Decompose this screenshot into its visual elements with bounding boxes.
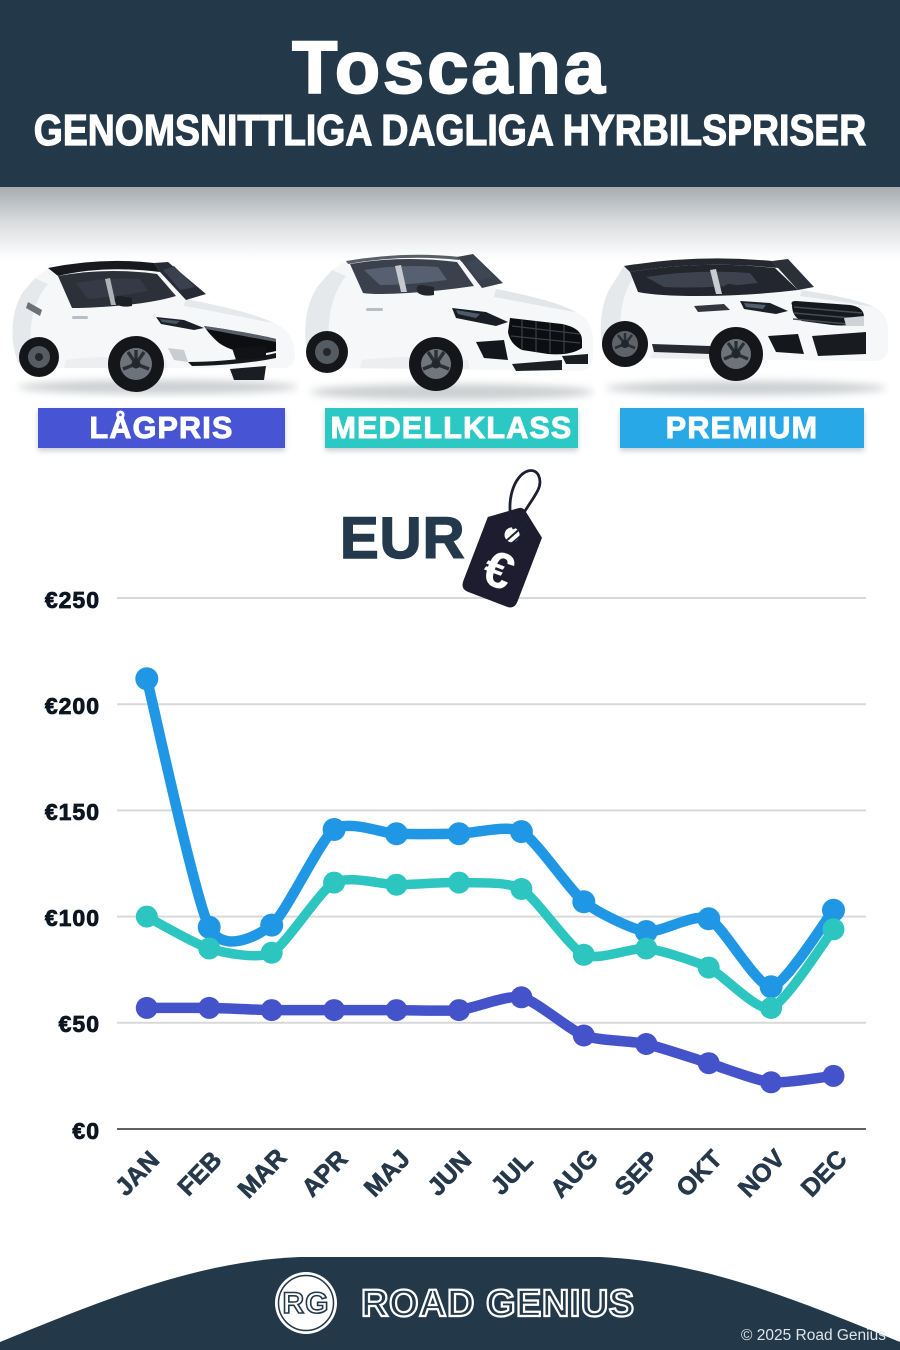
svg-text:JUN: JUN [422,1146,477,1201]
svg-text:€50: €50 [59,1011,100,1037]
svg-text:SEP: SEP [610,1146,665,1201]
svg-text:DEC: DEC [796,1145,853,1202]
svg-text:€0: €0 [72,1118,100,1144]
svg-text:€250: €250 [45,587,100,613]
svg-text:JAN: JAN [110,1146,165,1201]
svg-text:€150: €150 [45,799,100,825]
svg-text:ROAD GENIUS: ROAD GENIUS [361,1283,635,1325]
svg-text:MAJ: MAJ [359,1145,416,1202]
svg-text:FEB: FEB [172,1146,227,1201]
svg-text:OKT: OKT [671,1145,728,1202]
svg-text:€100: €100 [45,905,100,931]
svg-text:€200: €200 [45,693,100,719]
svg-text:MAR: MAR [233,1143,293,1203]
svg-text:JUL: JUL [486,1147,539,1200]
svg-text:NOV: NOV [733,1144,791,1203]
svg-text:AUG: AUG [545,1144,604,1203]
svg-text:RG: RG [283,1287,330,1320]
svg-text:APR: APR [296,1145,353,1202]
